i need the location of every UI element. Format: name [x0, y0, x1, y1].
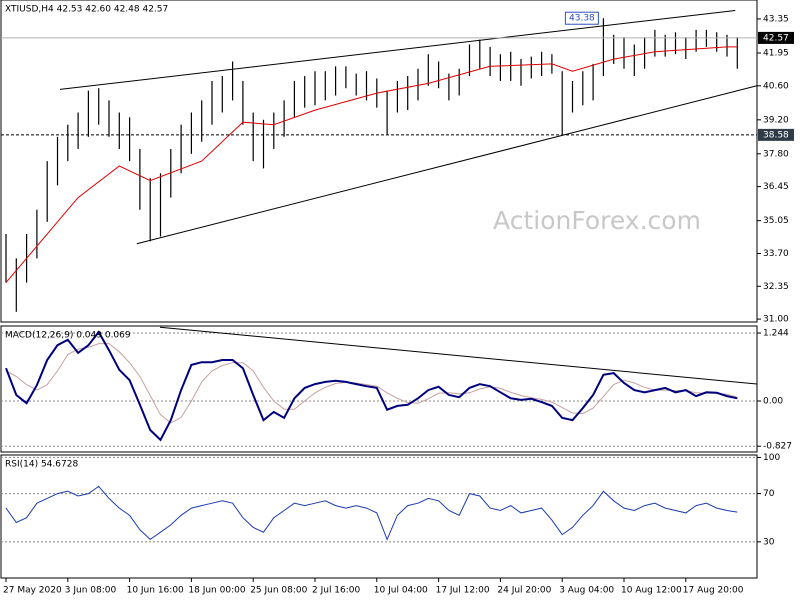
x-tick-label: 3 Aug 04:00: [559, 586, 614, 596]
moving-average: [5, 46, 738, 283]
x-tick-label: 25 Jun 08:00: [250, 586, 307, 596]
x-tick-label: 27 May 2020: [3, 586, 62, 596]
x-tick-label: 17 Aug 20:00: [683, 586, 744, 596]
panel-frame: [0, 0, 758, 323]
y-tick-label: 39.20: [763, 115, 789, 125]
x-tick-label: 2 Jul 16:00: [312, 586, 361, 596]
signal-line: [5, 343, 738, 424]
panel-title: MACD(12,26,9) 0.049 0.069: [5, 331, 131, 341]
current-price-box: [758, 31, 794, 44]
y-tick-label: 1.244: [763, 328, 789, 338]
x-tick-label: 10 Jun 16:00: [127, 586, 184, 596]
peak-label: 43.38: [569, 14, 595, 24]
panel-title: XTIUSD,H4 42.53 42.60 42.48 42.57: [5, 5, 168, 15]
trendline: [136, 85, 757, 245]
x-tick-label: 10 Jul 04:00: [374, 586, 428, 596]
y-tick-label: -0.827: [763, 442, 792, 452]
y-tick-label: 40.60: [763, 81, 789, 91]
macd-line: [5, 330, 738, 442]
x-tick-label: 10 Aug 12:00: [621, 586, 682, 596]
y-tick-label: 0.00: [763, 396, 783, 406]
panel-frame: [0, 454, 758, 579]
trendline: [59, 9, 736, 90]
support-box: [758, 128, 794, 141]
y-tick-label: 43.35: [763, 14, 789, 24]
x-tick-label: 17 Jul 12:00: [436, 586, 490, 596]
y-tick-label: 41.95: [763, 48, 789, 58]
current-price-label: 42.57: [763, 33, 789, 43]
panel-title: RSI(14) 54.6728: [5, 460, 78, 470]
peak-box: [564, 11, 599, 25]
y-tick-label: 33.70: [763, 249, 789, 259]
y-tick-label: 37.80: [763, 149, 789, 159]
y-tick-label: 70: [763, 489, 775, 499]
y-tick-label: 100: [763, 453, 780, 463]
x-tick-label: 18 Jun 00:00: [188, 586, 245, 596]
panel-frame: [0, 325, 758, 453]
y-tick-label: 31.00: [763, 315, 789, 325]
watermark: ActionForex.com: [493, 206, 701, 235]
x-tick-label: 24 Jul 20:00: [497, 586, 551, 596]
rsi-line: [5, 485, 738, 541]
y-tick-label: 36.45: [763, 182, 789, 192]
y-tick-label: 32.35: [763, 282, 789, 292]
x-tick-label: 3 Jun 08:00: [65, 586, 117, 596]
trendline: [159, 326, 757, 385]
y-tick-label: 35.05: [763, 216, 789, 226]
support-label: 38.58: [763, 130, 789, 140]
y-tick-label: 30: [763, 537, 775, 547]
